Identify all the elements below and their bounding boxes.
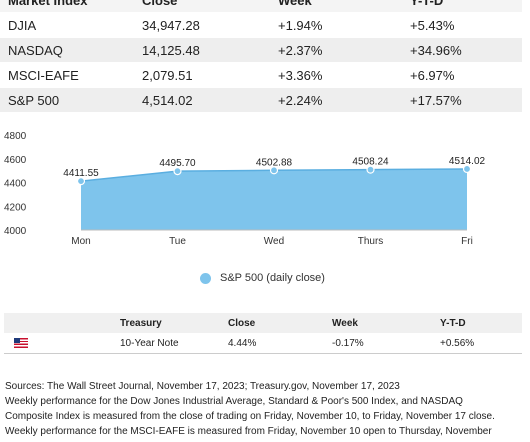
x-tick-label: Wed: [264, 236, 284, 247]
cell-week: +3.36%: [274, 62, 406, 88]
data-point: [462, 164, 472, 174]
cell-close: 34,947.28: [138, 12, 274, 38]
x-tick-label: Tue: [169, 236, 186, 247]
data-label: 4495.70: [159, 158, 196, 169]
header-week: Week: [274, 0, 406, 13]
header-flag: [4, 313, 112, 333]
y-tick-label: 4000: [4, 226, 27, 237]
cell-ytd: +0.56%: [436, 333, 522, 354]
header-close: Close: [138, 0, 274, 13]
cell-close: 2,079.51: [138, 62, 274, 88]
x-tick-label: Thurs: [358, 236, 384, 247]
data-point: [76, 177, 86, 186]
note-line: Weekly performance for the MSCI-EAFE is …: [5, 426, 492, 437]
y-tick-label: 4400: [4, 179, 27, 190]
us-flag-icon: [14, 337, 28, 348]
table-header-row: Market Index Close Week Y-T-D: [0, 0, 522, 13]
data-point: [173, 167, 182, 176]
data-label: 4502.88: [256, 157, 293, 168]
header-ytd: Y-T-D: [406, 0, 522, 13]
cell-index-name: S&P 500: [0, 87, 138, 113]
data-label: 4411.55: [63, 168, 99, 179]
cell-week: +1.94%: [274, 12, 406, 38]
market-index-table: Market Index Close Week Y-T-D DJIA 34,94…: [0, 0, 522, 113]
y-tick-label: 4800: [4, 131, 27, 142]
sp500-area-chart: 4800 4600 4400 4200 4000 4411.55 Mon 4495.70 Tue…: [4, 131, 486, 247]
header-ytd: Y-T-D: [436, 313, 522, 333]
cell-close: 4,514.02: [138, 87, 274, 113]
note-line: Sources: The Wall Street Journal, Novemb…: [5, 381, 400, 392]
y-tick-label: 4200: [4, 202, 27, 213]
cell-treasury-name: 10-Year Note: [112, 333, 224, 354]
cell-close: 14,125.48: [138, 37, 274, 63]
treasury-header-row: Treasury Close Week Y-T-D: [4, 313, 522, 333]
header-close: Close: [224, 313, 328, 333]
cell-ytd: +34.96%: [406, 37, 522, 63]
cell-ytd: +5.43%: [406, 12, 522, 38]
cell-index-name: NASDAQ: [0, 37, 138, 63]
cell-ytd: +6.97%: [406, 62, 522, 88]
data-label: 4508.24: [352, 157, 389, 168]
flag-cell: [4, 333, 112, 354]
chart-legend: S&P 500 (daily close): [200, 272, 325, 284]
header-market-index: Market Index: [0, 0, 138, 13]
treasury-row: 10-Year Note 4.44% -0.17% +0.56%: [4, 333, 522, 354]
note-line: Weekly performance for the Dow Jones Ind…: [5, 396, 463, 407]
cell-week: +2.37%: [274, 37, 406, 63]
header-treasury: Treasury: [112, 313, 224, 333]
table-row: DJIA 34,947.28 +1.94% +5.43%: [0, 12, 522, 38]
table-row: NASDAQ 14,125.48 +2.37% +34.96%: [0, 37, 522, 63]
note-line: Composite Index is measured from the clo…: [5, 411, 495, 422]
cell-close: 4.44%: [224, 333, 328, 354]
cell-ytd: +17.57%: [406, 87, 522, 113]
cell-index-name: MSCI-EAFE: [0, 62, 138, 88]
data-point: [366, 165, 375, 174]
header-week: Week: [328, 313, 436, 333]
table-row: S&P 500 4,514.02 +2.24% +17.57%: [0, 87, 522, 113]
table-row: MSCI-EAFE 2,079.51 +3.36% +6.97%: [0, 62, 522, 88]
legend-swatch: [200, 272, 211, 284]
data-label: 4514.02: [449, 156, 486, 167]
legend-label: S&P 500 (daily close): [220, 272, 325, 284]
cell-week: +2.24%: [274, 87, 406, 113]
data-point: [269, 166, 279, 175]
sources-notes: Sources: The Wall Street Journal, Novemb…: [5, 379, 527, 439]
y-tick-label: 4600: [4, 155, 27, 166]
cell-week: -0.17%: [328, 333, 436, 354]
x-tick-label: Mon: [71, 236, 90, 247]
x-tick-label: Fri: [461, 236, 473, 247]
cell-index-name: DJIA: [0, 12, 138, 38]
treasury-table: Treasury Close Week Y-T-D 10-Year Note 4…: [4, 313, 522, 354]
series-area: [81, 169, 467, 230]
